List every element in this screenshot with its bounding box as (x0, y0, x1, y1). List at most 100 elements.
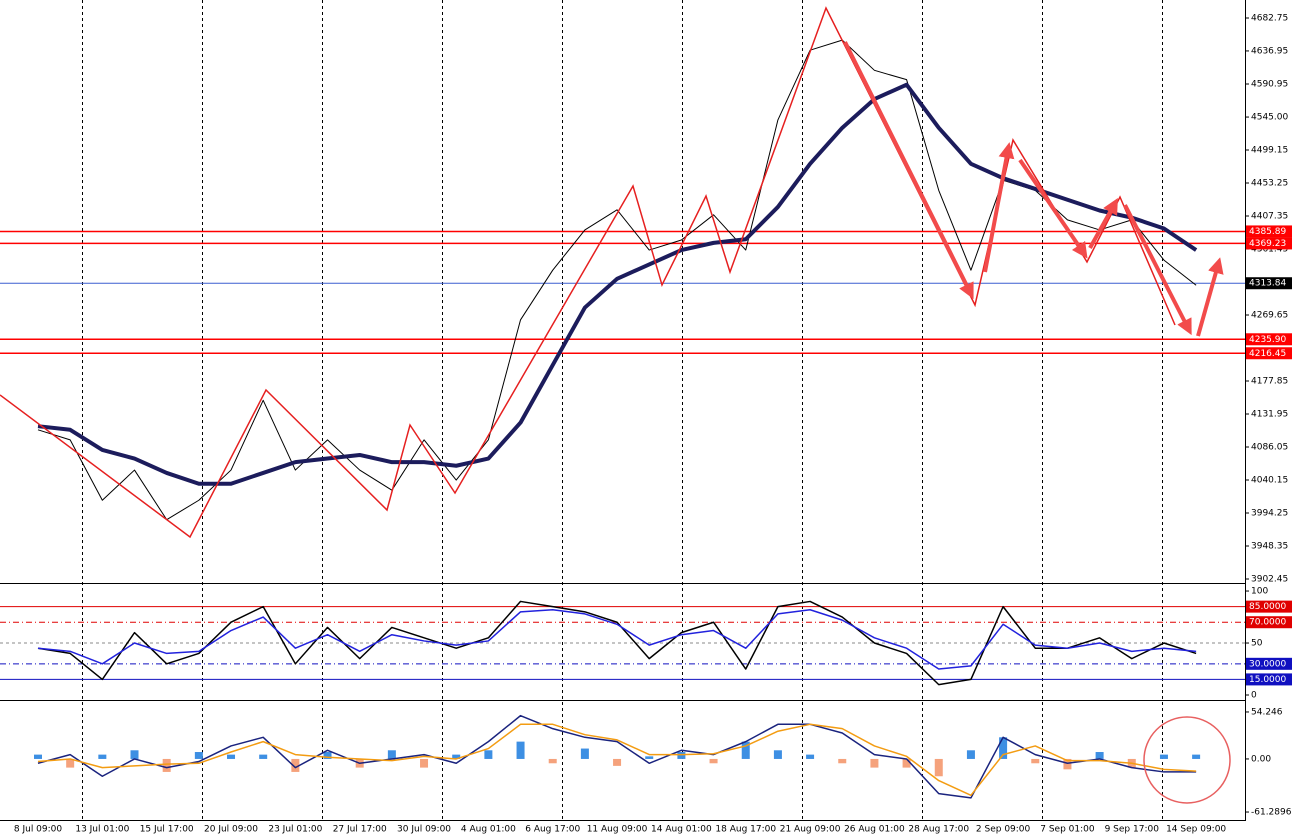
highlight-circle (1143, 716, 1231, 804)
y-tick-label: 100 (1251, 587, 1268, 597)
histogram-bar (516, 741, 525, 759)
level-label: 30.0000 (1249, 659, 1286, 669)
price-box (1246, 237, 1292, 250)
y-tick-label: 4545.00 (1251, 113, 1288, 123)
histogram-bar (323, 752, 332, 759)
x-tick-label: 27 Jul 17:00 (333, 825, 387, 835)
series-line (37, 723, 1197, 797)
y-tick-label: 4086.05 (1251, 443, 1288, 453)
y-tick-label: 0.00 (1251, 754, 1271, 764)
x-tick-label: 7 Sep 01:00 (1040, 825, 1095, 835)
histogram-bar (66, 758, 75, 768)
histogram-bar (838, 758, 847, 764)
histogram-bar (580, 748, 589, 759)
x-tick-label: 14 Aug 01:00 (651, 825, 712, 835)
histogram-bar (677, 752, 686, 759)
price-box (1246, 333, 1292, 346)
x-tick-label: 26 Aug 01:00 (844, 825, 905, 835)
histogram-bar (741, 741, 750, 759)
y-tick-label: 4453.25 (1251, 179, 1288, 189)
y-tick-label: 54.246 (1251, 707, 1283, 717)
x-tick-label: 13 Jul 01:00 (75, 825, 129, 835)
histogram-bar (1063, 758, 1072, 770)
price-label: 4235.90 (1249, 335, 1286, 345)
histogram-bar (162, 758, 171, 772)
x-tick-label: 20 Jul 09:00 (204, 825, 258, 835)
x-tick-label: 9 Sep 17:00 (1105, 825, 1160, 835)
histogram-bar (484, 750, 493, 759)
x-tick-label: 28 Aug 17:00 (908, 825, 969, 835)
histogram-bar (902, 758, 911, 768)
y-tick-label: 3948.35 (1251, 542, 1288, 552)
histogram-bar (259, 754, 268, 759)
arrows (843, 41, 1224, 337)
x-tick-label: 11 Aug 09:00 (587, 825, 648, 835)
y-tick-label: 4407.35 (1251, 212, 1288, 222)
histogram-bar (1192, 754, 1201, 759)
y-tick-label: 4361.45 (1251, 245, 1288, 255)
histogram-bar (1031, 758, 1040, 764)
x-tick-label: 8 Jul 09:00 (14, 825, 63, 835)
histogram-bar (452, 754, 461, 759)
x-tick-label: 6 Aug 17:00 (525, 825, 580, 835)
y-tick-label: 3994.25 (1251, 509, 1288, 519)
series-line (37, 600, 1197, 686)
level-label: 85.0000 (1249, 602, 1286, 612)
y-tick-label: 4269.65 (1251, 311, 1288, 321)
x-tick-label: 30 Jul 09:00 (397, 825, 451, 835)
histogram-bar (966, 750, 975, 759)
y-tick-label: 0 (1251, 691, 1257, 701)
histogram-bar (227, 754, 236, 759)
price-box (1246, 277, 1292, 290)
price-label: 4313.84 (1249, 279, 1286, 289)
histogram-bar (548, 758, 557, 764)
histogram-bar (194, 752, 203, 759)
level-label: 15.0000 (1249, 675, 1286, 685)
x-tick-label: 2 Sep 09:00 (976, 825, 1031, 835)
price-label: 4216.45 (1249, 349, 1286, 359)
histogram-bar (1159, 754, 1168, 759)
histogram-bar (98, 754, 107, 759)
y-tick-label: 4131.95 (1251, 410, 1288, 420)
histogram-bar (1095, 752, 1104, 759)
histogram-bar (645, 756, 654, 759)
x-tick-label: 15 Jul 17:00 (140, 825, 194, 835)
price-box (1246, 225, 1292, 238)
x-tick-label: 21 Aug 09:00 (780, 825, 841, 835)
histogram-bar (291, 758, 300, 772)
x-tick-label: 18 Aug 17:00 (715, 825, 776, 835)
level-box (1246, 673, 1292, 686)
histogram-bar (934, 758, 943, 777)
y-tick-label: 50 (1251, 639, 1263, 649)
series-line (37, 608, 1197, 670)
y-tick-label: 4040.15 (1251, 476, 1288, 486)
x-tick-label: 14 Sep 09:00 (1166, 825, 1226, 835)
y-tick-label: 4499.15 (1251, 146, 1288, 156)
price-label: 4369.23 (1249, 239, 1286, 249)
y-tick-label: 4177.85 (1251, 377, 1288, 387)
y-tick-label: 4590.95 (1251, 80, 1288, 90)
y-tick-label: 4682.75 (1251, 14, 1288, 24)
histogram-bar (34, 754, 42, 759)
histogram-bar (130, 750, 139, 759)
histogram-bar (806, 754, 815, 759)
histogram-bar (709, 758, 718, 764)
level-label: 70.0000 (1249, 618, 1286, 628)
level-box (1246, 600, 1292, 613)
y-tick-label: 3902.45 (1251, 575, 1288, 585)
level-box (1246, 657, 1292, 670)
histogram-bar (387, 750, 396, 759)
histogram-bar (420, 758, 429, 768)
histogram-bar (999, 737, 1008, 759)
y-tick-label: 4636.95 (1251, 46, 1288, 56)
histogram-bar (773, 750, 782, 759)
y-tick-label: -61.2896 (1251, 808, 1292, 818)
series-line (37, 714, 1197, 799)
price-box (1246, 347, 1292, 360)
histogram-bar (870, 758, 879, 768)
x-tick-label: 23 Jul 01:00 (268, 825, 322, 835)
price-label: 4385.89 (1249, 227, 1286, 237)
histogram-bar (613, 758, 622, 766)
level-box (1246, 616, 1292, 629)
